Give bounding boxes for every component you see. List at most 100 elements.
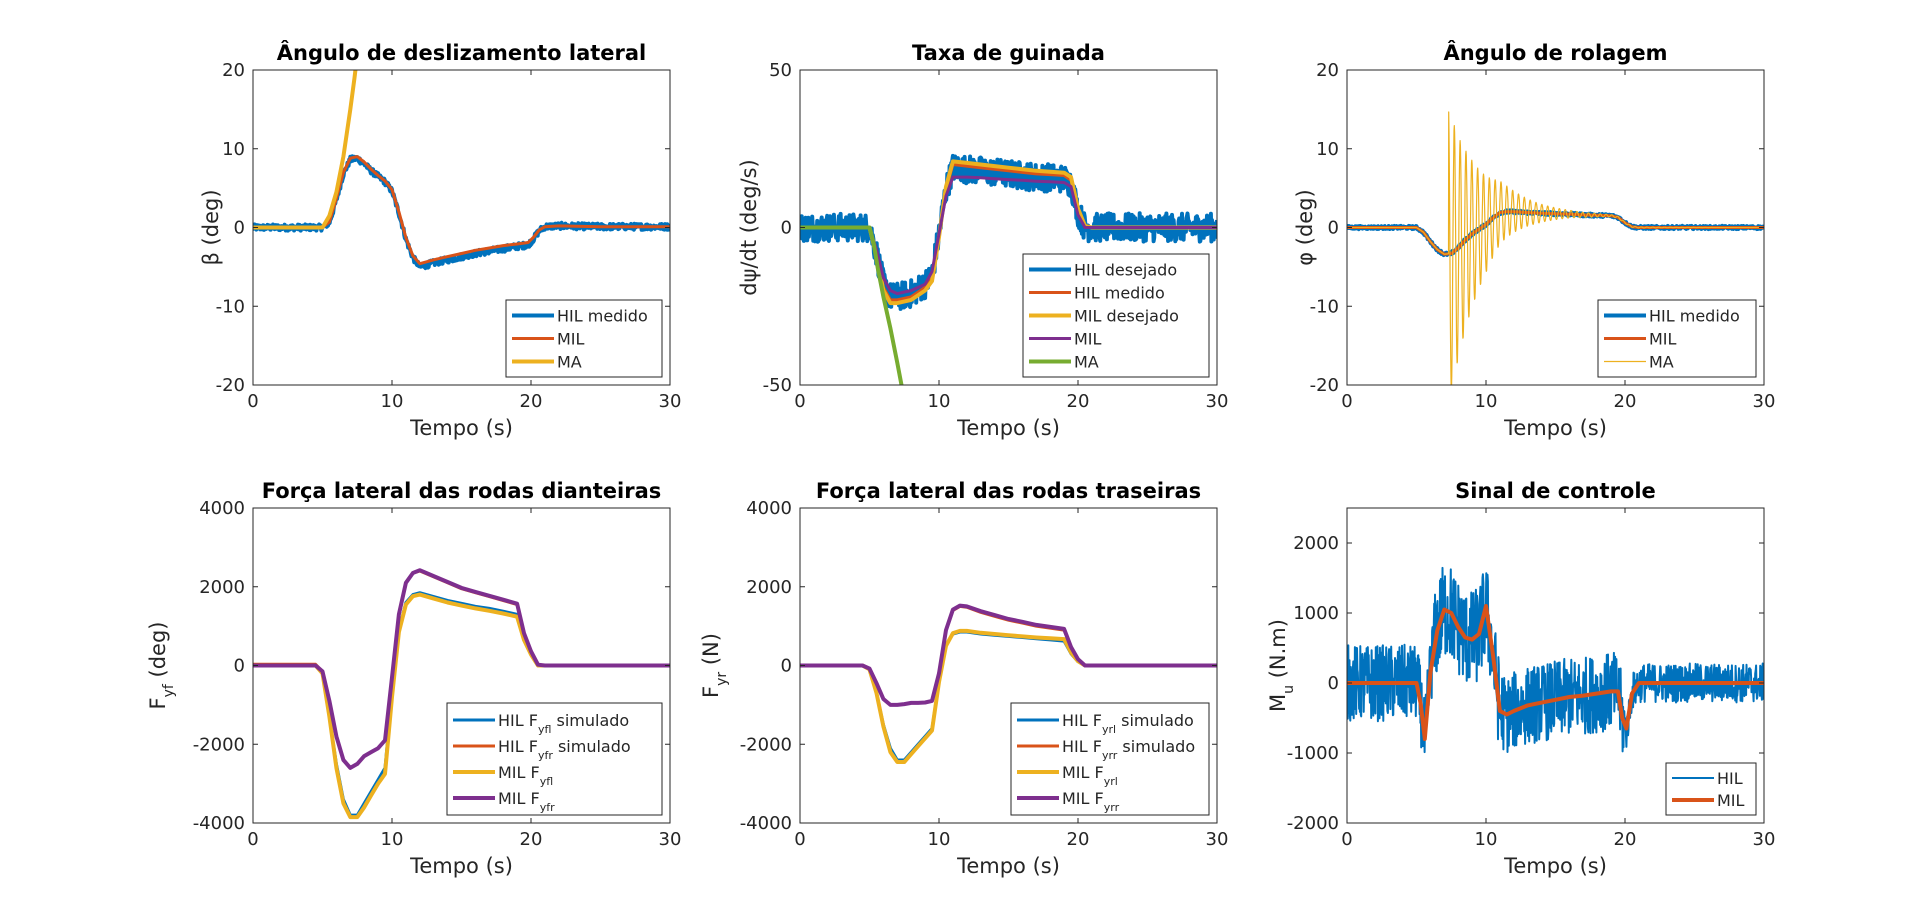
legend-entry: HIL medido bbox=[557, 307, 648, 326]
y-tick-label: -20 bbox=[1310, 375, 1339, 396]
series-ma bbox=[800, 225, 904, 385]
y-tick-label: 1000 bbox=[1293, 603, 1339, 624]
y-tick-label: 0 bbox=[234, 218, 245, 239]
y-tick-label: 2000 bbox=[1293, 533, 1339, 554]
series-ma bbox=[253, 70, 358, 230]
legend: HIL MIL bbox=[1665, 762, 1757, 816]
legend-entry: HIL medido bbox=[1074, 284, 1165, 303]
y-tick-label: 20 bbox=[222, 60, 245, 81]
x-tick-label: 10 bbox=[381, 829, 404, 850]
x-tick-label: 20 bbox=[1614, 829, 1637, 850]
chart-rear: 0 10 20 30 -4000 -2000 0 2000 4000 Força lateral … bbox=[699, 479, 1228, 878]
x-axis-label: Tempo (s) bbox=[409, 416, 513, 440]
y-tick-label: 20 bbox=[1316, 60, 1339, 81]
y-tick-label: -2000 bbox=[740, 734, 792, 755]
series-hil-desejado bbox=[800, 153, 1217, 311]
series-group bbox=[1347, 111, 1764, 385]
legend-entry: MIL Fyfl bbox=[498, 763, 553, 788]
series-group bbox=[800, 153, 1217, 385]
y-tick-label: -2000 bbox=[1287, 813, 1339, 834]
y-tick-label: 0 bbox=[781, 656, 792, 677]
series-mil-f-yrl bbox=[800, 628, 1217, 764]
legend-entry: HIL Fyrl simulado bbox=[1062, 711, 1194, 736]
x-axis-label: Tempo (s) bbox=[409, 854, 513, 878]
x-tick-label: 30 bbox=[1753, 829, 1776, 850]
x-axis-label: Tempo (s) bbox=[1503, 854, 1607, 878]
legend-entry: MIL desejado bbox=[1074, 307, 1179, 326]
legend: HIL medido MIL MA bbox=[505, 299, 663, 378]
x-tick-label: 10 bbox=[381, 391, 404, 412]
x-tick-label: 30 bbox=[1206, 391, 1229, 412]
chart-title: Força lateral das rodas dianteiras bbox=[262, 479, 662, 503]
legend-entry: MIL bbox=[1649, 330, 1677, 349]
x-tick-label: 20 bbox=[520, 391, 543, 412]
x-tick-label: 20 bbox=[520, 829, 543, 850]
y-tick-label: 0 bbox=[234, 656, 245, 677]
y-tick-label: -10 bbox=[216, 296, 245, 317]
x-tick-label: 10 bbox=[928, 391, 951, 412]
x-tick-label: 10 bbox=[928, 829, 951, 850]
series-group bbox=[1347, 566, 1764, 754]
y-tick-label: 50 bbox=[769, 60, 792, 81]
y-tick-label: -50 bbox=[763, 375, 792, 396]
legend-entry: MA bbox=[1649, 353, 1674, 372]
x-tick-label: 30 bbox=[659, 829, 682, 850]
series-mil-f-yrr bbox=[800, 603, 1217, 707]
chart-control: 0 10 20 30 -2000 -1000 0 1000 2000 Sinal de contr… bbox=[1266, 479, 1775, 878]
y-tick-label: -4000 bbox=[193, 813, 245, 834]
y-axis-label: Fyr (N) bbox=[699, 633, 730, 698]
y-axis-label: Mu (N.m) bbox=[1266, 619, 1297, 712]
y-tick-label: 0 bbox=[1328, 673, 1339, 694]
x-tick-label: 20 bbox=[1067, 829, 1090, 850]
x-tick-label: 20 bbox=[1067, 391, 1090, 412]
chart-title: Ângulo de rolagem bbox=[1443, 40, 1667, 65]
chart-front: 0 10 20 30 -4000 -2000 0 2000 4000 Força lateral … bbox=[146, 479, 681, 878]
y-axis-label: φ (deg) bbox=[1293, 189, 1317, 266]
y-tick-label: -20 bbox=[216, 375, 245, 396]
y-tick-label: 2000 bbox=[746, 577, 792, 598]
legend: HIL medido MIL MA bbox=[1597, 299, 1757, 378]
y-tick-label: -2000 bbox=[193, 734, 245, 755]
x-tick-label: 0 bbox=[794, 829, 805, 850]
x-axis-label: Tempo (s) bbox=[956, 854, 1060, 878]
legend-entry: MA bbox=[557, 353, 582, 372]
x-tick-label: 0 bbox=[794, 391, 805, 412]
series-mil-desejado bbox=[800, 159, 1217, 306]
legend-entry: HIL Fyfr simulado bbox=[498, 737, 631, 762]
series-group bbox=[800, 603, 1217, 764]
legend-entry: HIL bbox=[1717, 769, 1743, 788]
legend-entry: MIL bbox=[1074, 330, 1102, 349]
chart-title: Sinal de controle bbox=[1455, 479, 1656, 503]
legend-entry: MIL Fyrl bbox=[1062, 763, 1118, 788]
series-group bbox=[253, 70, 670, 271]
y-tick-label: 10 bbox=[222, 139, 245, 160]
x-tick-label: 30 bbox=[1206, 829, 1229, 850]
series-group bbox=[253, 568, 670, 820]
series-mil bbox=[253, 155, 670, 266]
y-tick-label: -1000 bbox=[1287, 743, 1339, 764]
series-mil-f-yfr bbox=[253, 568, 670, 770]
x-tick-label: 30 bbox=[659, 391, 682, 412]
legend-entry: MIL bbox=[557, 330, 585, 349]
legend-entry: HIL medido bbox=[1649, 307, 1740, 326]
legend-entry: HIL desejado bbox=[1074, 261, 1177, 280]
legend-entry: MA bbox=[1074, 353, 1099, 372]
x-tick-label: 10 bbox=[1475, 829, 1498, 850]
x-axis-label: Tempo (s) bbox=[956, 416, 1060, 440]
y-tick-label: 4000 bbox=[199, 498, 245, 519]
chart-title: Força lateral das rodas traseiras bbox=[816, 479, 1201, 503]
y-axis-label: β (deg) bbox=[199, 189, 223, 265]
legend: HIL desejado HIL medido MIL desejado MIL MA bbox=[1022, 253, 1210, 378]
y-axis-label: Fyf (deg) bbox=[146, 622, 177, 710]
x-tick-label: 0 bbox=[247, 829, 258, 850]
y-tick-label: 0 bbox=[1328, 218, 1339, 239]
legend-entry: MIL bbox=[1717, 791, 1745, 810]
x-tick-label: 10 bbox=[1475, 391, 1498, 412]
series-mil bbox=[1347, 604, 1764, 741]
legend-entry: MIL Fyrr bbox=[1062, 789, 1120, 814]
series-ma bbox=[1347, 111, 1764, 385]
